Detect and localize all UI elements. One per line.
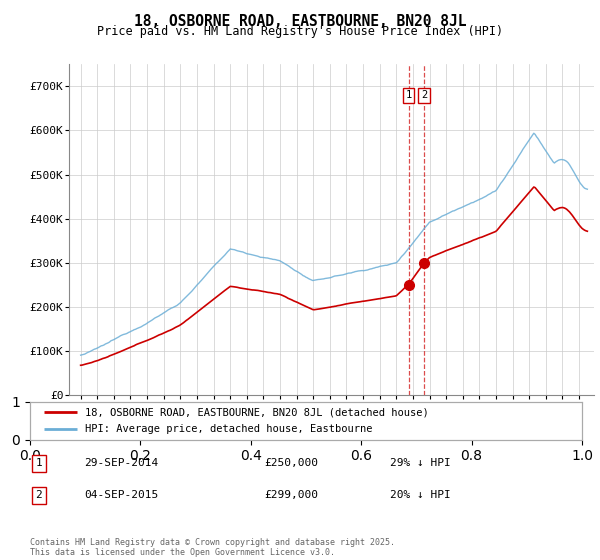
Text: 04-SEP-2015: 04-SEP-2015 xyxy=(84,491,158,501)
Text: £299,000: £299,000 xyxy=(264,491,318,501)
Text: 18, OSBORNE ROAD, EASTBOURNE, BN20 8JL (detached house): 18, OSBORNE ROAD, EASTBOURNE, BN20 8JL (… xyxy=(85,407,429,417)
Text: 29-SEP-2014: 29-SEP-2014 xyxy=(84,458,158,468)
Text: 29% ↓ HPI: 29% ↓ HPI xyxy=(390,458,451,468)
Text: 20% ↓ HPI: 20% ↓ HPI xyxy=(390,491,451,501)
Text: 18, OSBORNE ROAD, EASTBOURNE, BN20 8JL: 18, OSBORNE ROAD, EASTBOURNE, BN20 8JL xyxy=(134,14,466,29)
Text: 1: 1 xyxy=(406,90,412,100)
Text: 2: 2 xyxy=(421,90,427,100)
Text: Price paid vs. HM Land Registry's House Price Index (HPI): Price paid vs. HM Land Registry's House … xyxy=(97,25,503,38)
Text: Contains HM Land Registry data © Crown copyright and database right 2025.
This d: Contains HM Land Registry data © Crown c… xyxy=(30,538,395,557)
Text: £250,000: £250,000 xyxy=(264,458,318,468)
Text: HPI: Average price, detached house, Eastbourne: HPI: Average price, detached house, East… xyxy=(85,424,373,434)
Text: 1: 1 xyxy=(35,458,43,468)
Text: 2: 2 xyxy=(35,491,43,501)
